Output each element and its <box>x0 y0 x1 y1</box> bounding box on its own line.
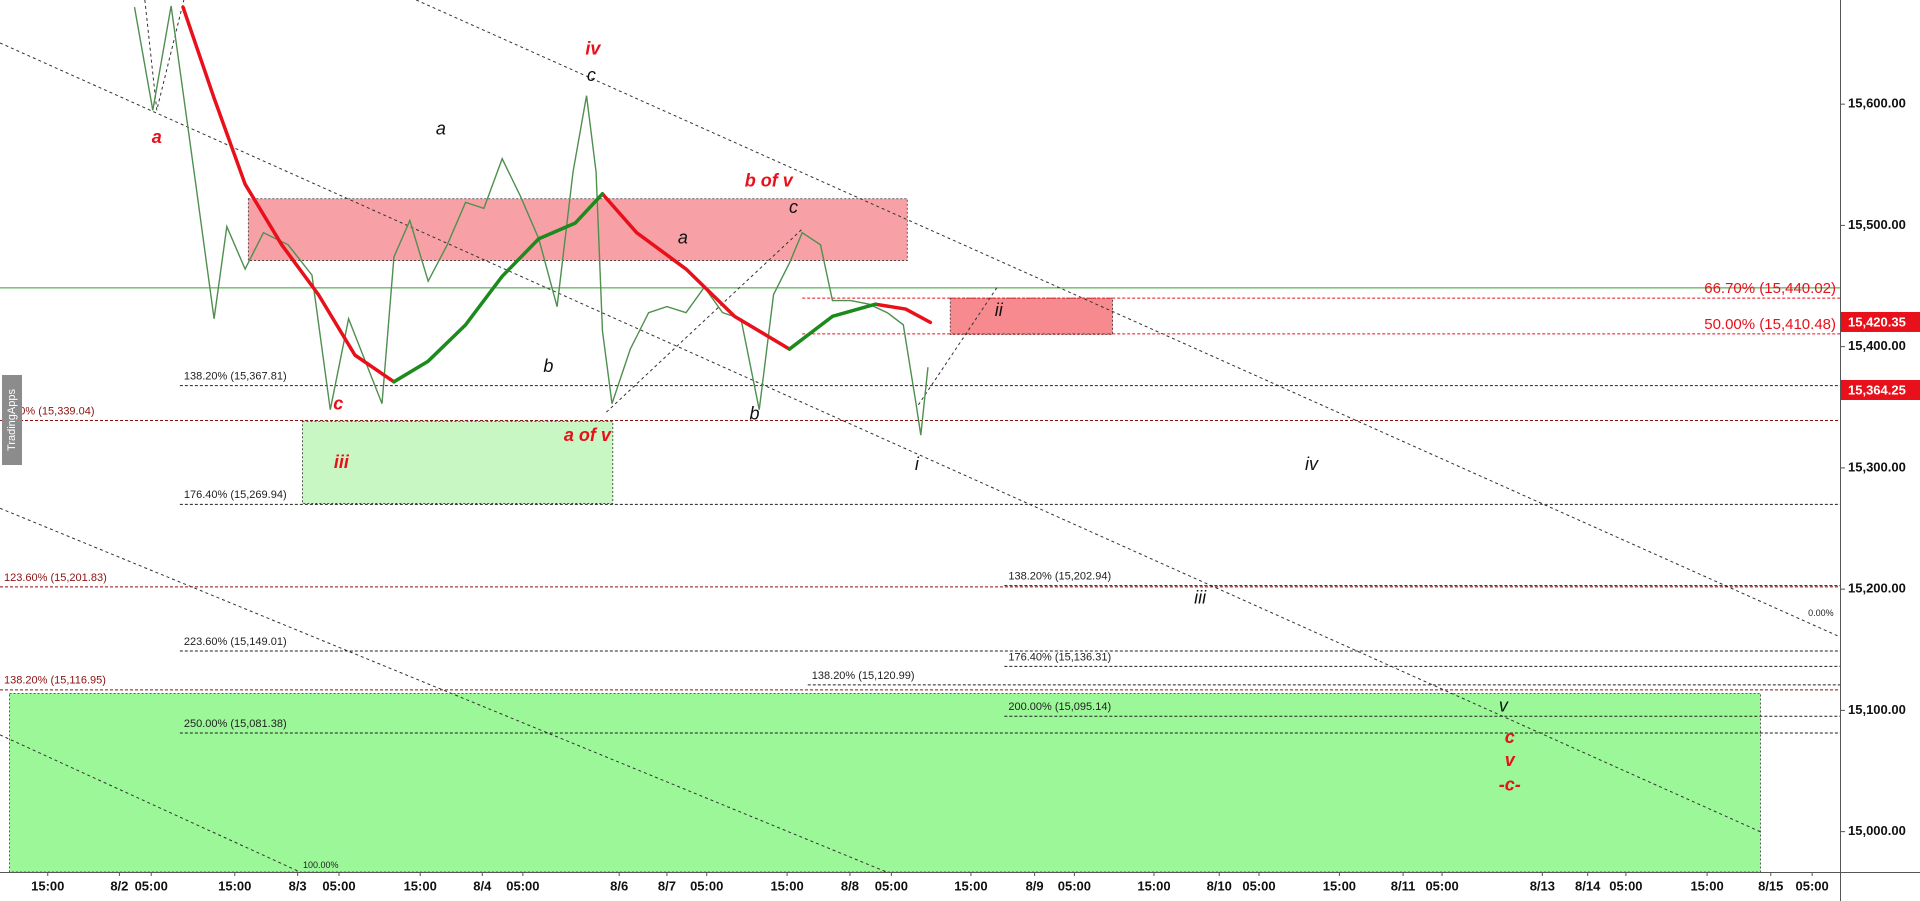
watermark-box <box>2 375 22 465</box>
x-tick-label: 8/10 <box>1207 878 1232 893</box>
trendline <box>0 42 1764 834</box>
y-tick-label: 15,400.00 <box>1848 338 1906 353</box>
wave-label: iv <box>1305 454 1319 474</box>
x-tick-label: 05:00 <box>135 878 168 893</box>
fib-label: 138.20% (15,367.81) <box>184 371 287 383</box>
wave-label: c <box>587 65 596 85</box>
x-tick-label: 8/15 <box>1758 878 1783 893</box>
wave-label: b <box>749 403 759 423</box>
zone <box>302 420 614 504</box>
wave-label: v <box>1499 695 1509 715</box>
wave-label: a of v <box>564 425 612 445</box>
axes: 15,000.00 15,100.00 15,200.00 15,300.00 15,4… <box>31 96 1920 893</box>
x-tick-label: 8/2 <box>110 878 128 893</box>
x-tick-label: 15:00 <box>1137 878 1170 893</box>
fib-label: 66.70% (15,440.02) <box>1704 280 1836 297</box>
y-tick-label: 15,000.00 <box>1848 823 1906 838</box>
price-tag-label: 15,364.25 <box>1848 382 1906 397</box>
x-tick-label: 8/9 <box>1026 878 1044 893</box>
y-tick-label: 15,200.00 <box>1848 581 1906 596</box>
x-tick-label: 8/6 <box>610 878 628 893</box>
x-tick-label: 8/13 <box>1530 878 1555 893</box>
fib-label: 176.40% (15,136.31) <box>1008 651 1111 663</box>
fib-label: 250.00% (15,081.38) <box>184 718 287 730</box>
zone <box>949 297 1113 335</box>
wave-label: iii <box>1194 588 1207 608</box>
x-tick-label: 05:00 <box>506 878 539 893</box>
moving-average <box>392 192 878 384</box>
x-tick-label: 05:00 <box>690 878 723 893</box>
x-tick-label: 8/8 <box>841 878 859 893</box>
x-tick-label: 8/11 <box>1391 878 1416 893</box>
x-tick-label: 8/14 <box>1575 878 1601 893</box>
wave-label: c <box>1505 727 1515 747</box>
trendline <box>606 228 803 413</box>
price-line <box>133 5 929 436</box>
fib-label: 200.00% (15,095.14) <box>1008 701 1111 713</box>
x-tick-label: 15:00 <box>954 878 987 893</box>
fib-label: 138.20% (15,202.94) <box>1008 570 1111 582</box>
watermark: TradingApps <box>6 389 18 451</box>
wave-label: ii <box>995 300 1004 320</box>
fib-label: 123.60% (15,201.83) <box>4 572 107 584</box>
trendline <box>0 507 887 872</box>
price-tag-label: 15,420.35 <box>1848 314 1906 329</box>
x-tick-label: 05:00 <box>1609 878 1642 893</box>
fib-mark: 100.00% <box>303 860 339 870</box>
y-tick-label: 15,100.00 <box>1848 702 1906 717</box>
x-tick-label: 05:00 <box>1425 878 1458 893</box>
x-tick-label: 05:00 <box>1242 878 1275 893</box>
x-tick-label: 15:00 <box>770 878 803 893</box>
wave-label: i <box>915 454 920 474</box>
x-tick-label: 05:00 <box>1796 878 1829 893</box>
wave-label: a <box>436 118 446 138</box>
plot-area: 138.20% (15,367.81) 0.00% (15,339.04) 176.… <box>0 0 1840 872</box>
wave-label: v <box>1505 750 1516 770</box>
x-tick-label: 8/4 <box>473 878 492 893</box>
x-tick-label: 15:00 <box>218 878 251 893</box>
x-tick-label: 15:00 <box>31 878 64 893</box>
wave-label: iv <box>585 38 601 58</box>
x-tick-label: 8/3 <box>289 878 307 893</box>
trendline <box>0 734 301 872</box>
fib-label: 138.20% (15,116.95) <box>4 675 106 687</box>
wave-label: c <box>789 197 798 217</box>
price-tag <box>1841 311 1920 332</box>
x-tick-label: 05:00 <box>875 878 908 893</box>
wave-label: iii <box>334 452 350 472</box>
wave-label: b <box>543 356 553 376</box>
x-tick-label: 05:00 <box>1058 878 1091 893</box>
wave-label: a <box>678 227 688 247</box>
moving-average <box>181 5 933 384</box>
fib-label: 0.00% (15,339.04) <box>4 405 95 417</box>
zone <box>247 198 908 261</box>
y-tick-label: 15,500.00 <box>1848 217 1906 232</box>
wave-label: a <box>152 127 162 147</box>
x-tick-label: 05:00 <box>322 878 355 893</box>
wave-label: c <box>333 394 343 414</box>
x-tick-label: 15:00 <box>1323 878 1356 893</box>
zone <box>9 693 1761 872</box>
fib-label: 223.60% (15,149.01) <box>184 636 287 648</box>
y-tick-label: 15,600.00 <box>1848 96 1906 111</box>
y-tick-label: 15,300.00 <box>1848 459 1906 474</box>
wave-label: b of v <box>745 170 794 190</box>
x-tick-label: 15:00 <box>404 878 437 893</box>
fib-label: 138.20% (15,120.99) <box>812 670 915 682</box>
price-tag <box>1841 379 1920 400</box>
trendline <box>416 0 1840 638</box>
fib-label: 176.40% (15,269.94) <box>184 489 287 501</box>
wave-label: -c- <box>1499 774 1521 794</box>
x-tick-label: 15:00 <box>1690 878 1723 893</box>
x-tick-label: 8/7 <box>658 878 676 893</box>
fib-mark: 0.00% <box>1808 608 1834 618</box>
fib-label: 50.00% (15,410.48) <box>1704 316 1836 333</box>
